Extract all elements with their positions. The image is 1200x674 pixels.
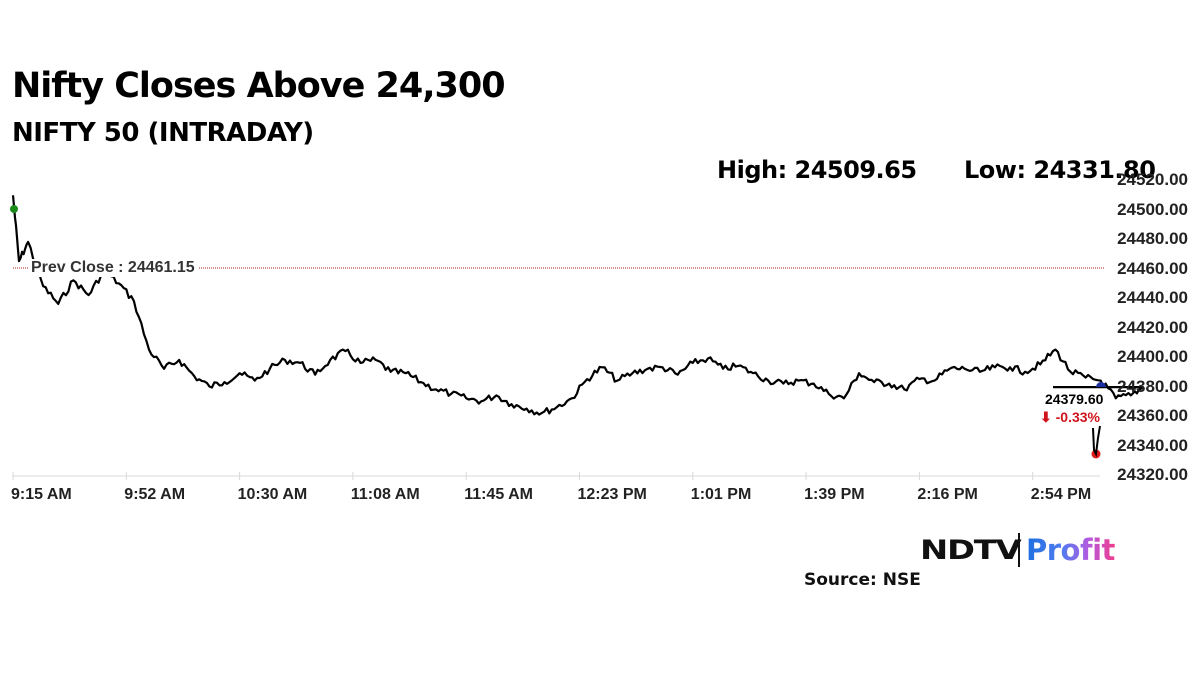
y-tick-label: 24360.00 <box>1117 406 1188 425</box>
prev-close-label: Prev Close : 24461.15 <box>28 259 198 277</box>
low-value-label: Low: 24331.80 <box>964 156 1156 184</box>
ndtv-wordmark: NDTV <box>920 534 1022 566</box>
x-tick-label: 12:23 PM <box>577 486 647 503</box>
x-tick-label: 9:15 AM <box>11 486 72 503</box>
y-tick-label: 24460.00 <box>1117 258 1188 278</box>
y-tick-label: 24380.00 <box>1117 376 1188 396</box>
y-tick-label: 24340.00 <box>1117 435 1188 455</box>
y-tick-label: 24320.00 <box>1117 465 1188 484</box>
current-price-marker <box>1096 382 1106 387</box>
y-tick-label: 24520.00 <box>1117 170 1188 189</box>
high-value-label: High: 24509.65 <box>717 156 917 184</box>
high-marker <box>10 205 18 213</box>
last-value-label: 24379.60 <box>1045 391 1104 407</box>
x-tick-label: 1:01 PM <box>690 486 752 503</box>
page-title: Nifty Closes Above 24,300 <box>12 66 506 106</box>
change-percent-label: ⬇ -0.33% <box>1040 409 1100 425</box>
logo-divider <box>1018 533 1020 567</box>
y-tick-label: 24480.00 <box>1117 229 1188 248</box>
ndtv-profit-logo: NDTV Profit <box>920 532 1115 568</box>
x-tick-label: 2:54 PM <box>1030 486 1092 503</box>
x-axis-tick-marks <box>12 472 1034 480</box>
x-tick-label: 11:08 AM <box>350 486 420 503</box>
source-label: Source: NSE <box>804 570 921 590</box>
y-tick-label: 24440.00 <box>1117 288 1188 307</box>
x-tick-label: 9:52 AM <box>124 486 186 503</box>
x-tick-label: 1:39 PM <box>804 486 865 503</box>
profit-wordmark: Profit <box>1026 533 1115 567</box>
closing-tick-line <box>1092 425 1101 458</box>
y-tick-label: 24420.00 <box>1117 317 1188 337</box>
y-tick-label: 24500.00 <box>1117 199 1188 219</box>
x-tick-label: 11:45 AM <box>464 486 533 503</box>
price-line <box>11 195 1145 416</box>
x-tick-label: 2:16 PM <box>917 486 978 503</box>
x-tick-label: 10:30 AM <box>237 486 308 503</box>
y-tick-label: 24400.00 <box>1117 347 1188 366</box>
chart-subtitle: NIFTY 50 (INTRADAY) <box>12 118 314 148</box>
